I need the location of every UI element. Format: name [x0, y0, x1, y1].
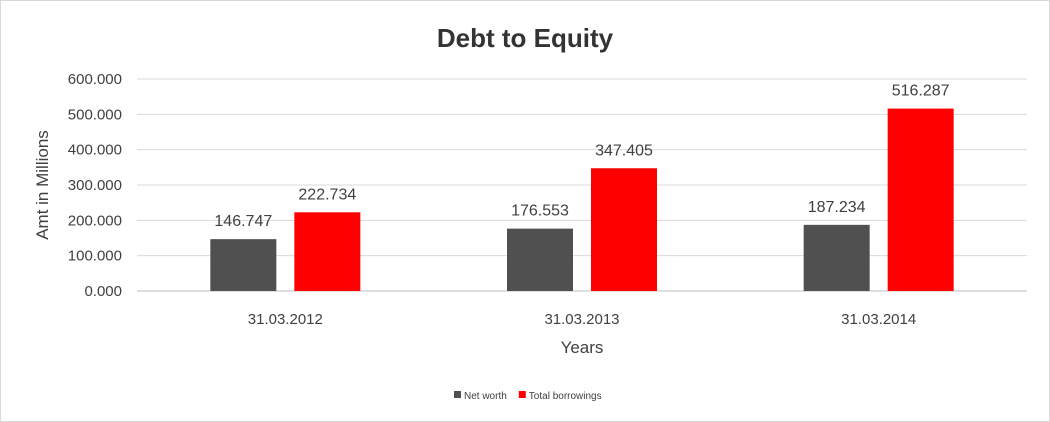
- x-tick-label: 31.03.2012: [248, 311, 323, 328]
- data-label: 176.553: [511, 203, 569, 220]
- legend-label: Total borrowings: [529, 391, 602, 402]
- bar-total-borrowings: [294, 212, 361, 291]
- gridlines: [137, 78, 1027, 292]
- data-label: 146.747: [214, 213, 272, 230]
- bars: [210, 108, 954, 292]
- y-tick-label: 300.000: [68, 177, 122, 194]
- bar-net-worth: [803, 224, 870, 291]
- legend: Net worth Total borrowings: [454, 391, 602, 402]
- x-axis-ticks: 31.03.2012 31.03.2013 31.03.2014: [248, 311, 916, 328]
- data-label: 222.734: [298, 186, 356, 203]
- bar-total-borrowings: [887, 108, 954, 292]
- y-tick-label: 100.000: [68, 248, 122, 265]
- x-tick-label: 31.03.2013: [544, 311, 619, 328]
- legend-label: Net worth: [464, 391, 507, 402]
- chart-title: Debt to Equity: [437, 23, 614, 53]
- data-label: 516.287: [892, 83, 950, 100]
- y-axis-title: Amt in Millions: [33, 130, 52, 240]
- y-axis-ticks: 0.000 100.000 200.000 300.000 400.000 500.000…: [68, 71, 122, 300]
- x-tick-label: 31.03.2014: [841, 311, 916, 328]
- y-tick-label: 200.000: [68, 212, 122, 229]
- data-labels: 146.747 222.734 176.553 347.405 187.234 516.2…: [214, 83, 949, 231]
- x-axis-title: Years: [561, 338, 604, 357]
- legend-swatch: [518, 391, 526, 398]
- data-label: 347.405: [595, 142, 653, 159]
- data-label: 187.234: [808, 199, 866, 216]
- y-tick-label: 400.000: [68, 142, 122, 159]
- legend-swatch: [454, 391, 461, 398]
- y-tick-label: 500.000: [68, 106, 122, 123]
- y-tick-label: 600.000: [68, 71, 122, 88]
- bar-net-worth: [210, 239, 277, 291]
- bar-total-borrowings: [591, 168, 657, 291]
- bar-net-worth: [507, 228, 573, 291]
- y-tick-label: 0.000: [84, 283, 122, 300]
